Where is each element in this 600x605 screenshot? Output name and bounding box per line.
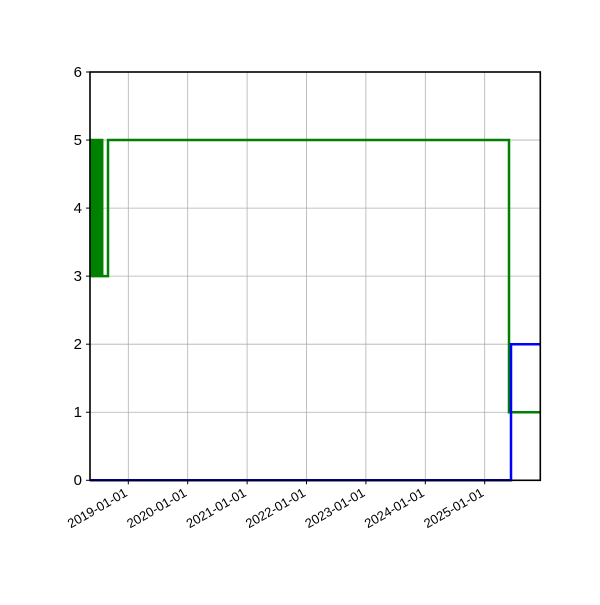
svg-text:5: 5 [74, 132, 82, 149]
svg-text:3: 3 [74, 268, 82, 285]
svg-text:6: 6 [74, 64, 82, 81]
svg-text:2: 2 [74, 336, 82, 353]
svg-text:4: 4 [74, 200, 82, 217]
svg-text:1: 1 [74, 404, 82, 421]
svg-text:0: 0 [74, 472, 82, 489]
